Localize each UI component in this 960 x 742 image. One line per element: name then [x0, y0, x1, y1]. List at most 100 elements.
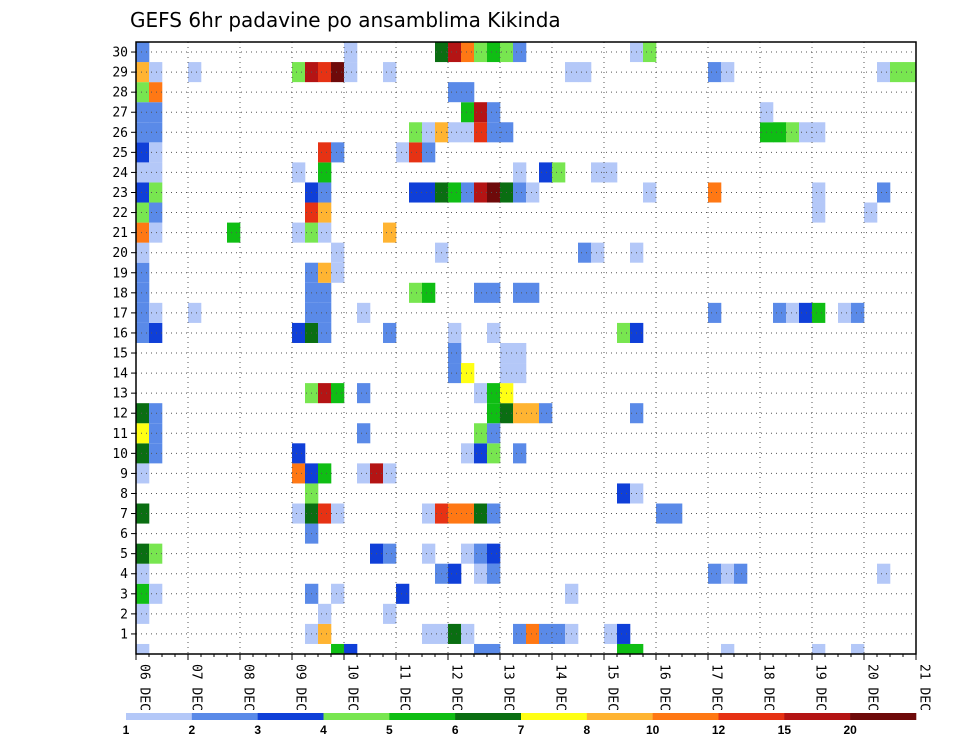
- heatmap-cell: [487, 122, 501, 143]
- heatmap-cell: [786, 122, 800, 143]
- colorbar-label: 12: [712, 723, 726, 737]
- heatmap-cell: [136, 443, 150, 464]
- heatmap-cell: [292, 62, 306, 83]
- heatmap-cell: [721, 643, 735, 654]
- heatmap-cell: [474, 423, 488, 444]
- y-tick-label: 7: [120, 507, 128, 522]
- heatmap-cell: [357, 383, 371, 404]
- heatmap-cell: [513, 42, 527, 63]
- heatmap-cell: [474, 563, 488, 584]
- heatmap-cell: [812, 643, 826, 654]
- x-tick-label: 06 DEC: [137, 664, 152, 711]
- heatmap-cell: [318, 463, 332, 484]
- heatmap-cell: [513, 342, 527, 364]
- heatmap-cell: [149, 82, 163, 103]
- heatmap-cell: [136, 82, 150, 103]
- heatmap-cell: [526, 182, 540, 203]
- heatmap-cell: [318, 262, 332, 283]
- colorbar-swatch: [455, 713, 522, 720]
- heatmap-cell: [708, 563, 722, 584]
- heatmap-cell: [461, 102, 475, 123]
- heatmap-cell: [149, 62, 163, 83]
- y-tick-label: 17: [112, 306, 128, 321]
- colorbar-label: 7: [518, 723, 525, 737]
- heatmap-cell: [409, 142, 423, 163]
- heatmap-cell: [448, 563, 462, 584]
- heatmap-cell: [799, 302, 813, 323]
- heatmap-cell: [604, 623, 618, 644]
- heatmap-cell: [474, 383, 488, 404]
- heatmap-cell: [149, 182, 163, 203]
- colorbar-swatch: [126, 713, 193, 720]
- heatmap-cell: [643, 42, 657, 63]
- heatmap-cell: [136, 643, 150, 654]
- heatmap-cell: [292, 162, 306, 183]
- heatmap-cell: [708, 302, 722, 323]
- y-axis-ticks: 1234567891011121314151617181920212223242…: [112, 46, 136, 642]
- heatmap-cell: [474, 182, 488, 203]
- heatmap-cell: [383, 603, 397, 624]
- chart-title: GEFS 6hr padavine po ansamblima Kikinda: [130, 8, 561, 32]
- heatmap-cell: [149, 443, 163, 464]
- heatmap-cell: [461, 42, 475, 63]
- x-tick-label: 09 DEC: [293, 664, 308, 711]
- heatmap-cell: [318, 222, 332, 243]
- y-tick-label: 2: [120, 607, 128, 622]
- heatmap-cell: [149, 102, 163, 123]
- colorbar-swatch: [389, 713, 456, 720]
- x-tick-label: 15 DEC: [605, 664, 620, 711]
- colorbar: 1 2 3 4 5 6 7 8 10 12 15 20: [123, 713, 917, 737]
- heatmap-cell: [617, 322, 631, 343]
- heatmap-cell: [396, 142, 410, 163]
- heatmap-cell: [396, 583, 410, 604]
- y-tick-label: 14: [112, 367, 128, 382]
- y-tick-label: 9: [120, 467, 128, 482]
- heatmap-cell: [318, 383, 332, 404]
- y-tick-label: 21: [112, 226, 128, 241]
- heatmap-cell: [812, 122, 826, 143]
- y-tick-label: 6: [120, 527, 128, 542]
- heatmap-cell: [448, 342, 462, 364]
- heatmap-cell: [318, 623, 332, 644]
- heatmap-cell: [149, 583, 163, 604]
- heatmap-cell: [136, 42, 150, 63]
- y-tick-label: 3: [120, 587, 128, 602]
- heatmap-cell: [552, 162, 566, 183]
- heatmap-cell: [461, 182, 475, 203]
- heatmap-cell: [474, 42, 488, 63]
- heatmap-cell: [877, 563, 891, 584]
- heatmap-cell: [136, 162, 150, 183]
- y-tick-label: 5: [120, 547, 128, 562]
- heatmap-cell: [877, 182, 891, 203]
- heatmap-cell: [383, 322, 397, 343]
- y-tick-label: 23: [112, 186, 128, 201]
- x-tick-label: 21 DEC: [917, 664, 932, 711]
- heatmap-cell: [617, 643, 631, 654]
- heatmap-cell: [734, 563, 748, 584]
- heatmap-cell: [513, 363, 527, 384]
- heatmap-cell: [136, 242, 150, 263]
- heatmap-cell: [292, 463, 306, 484]
- heatmap-cell: [773, 302, 787, 323]
- heatmap-cell: [136, 262, 150, 283]
- heatmap-cell: [474, 102, 488, 123]
- heatmap-cell: [331, 242, 345, 263]
- heatmap-cell: [487, 563, 501, 584]
- heatmap-cell: [812, 182, 826, 203]
- heatmap-cell: [422, 182, 436, 203]
- x-tick-label: 07 DEC: [189, 664, 204, 711]
- heatmap-cell: [136, 62, 150, 83]
- heatmap-cell: [422, 142, 436, 163]
- colorbar-label: 3: [254, 723, 261, 737]
- heatmap-cell: [539, 403, 553, 424]
- heatmap-cell: [461, 122, 475, 143]
- y-tick-label: 8: [120, 487, 128, 502]
- heatmap-cell: [487, 182, 501, 203]
- heatmap-cell: [721, 563, 735, 584]
- heatmap-cell: [526, 282, 540, 303]
- heatmap-cell: [617, 623, 631, 644]
- heatmap-cell: [539, 162, 553, 183]
- heatmap-cell: [448, 503, 462, 524]
- colorbar-swatch: [257, 713, 324, 720]
